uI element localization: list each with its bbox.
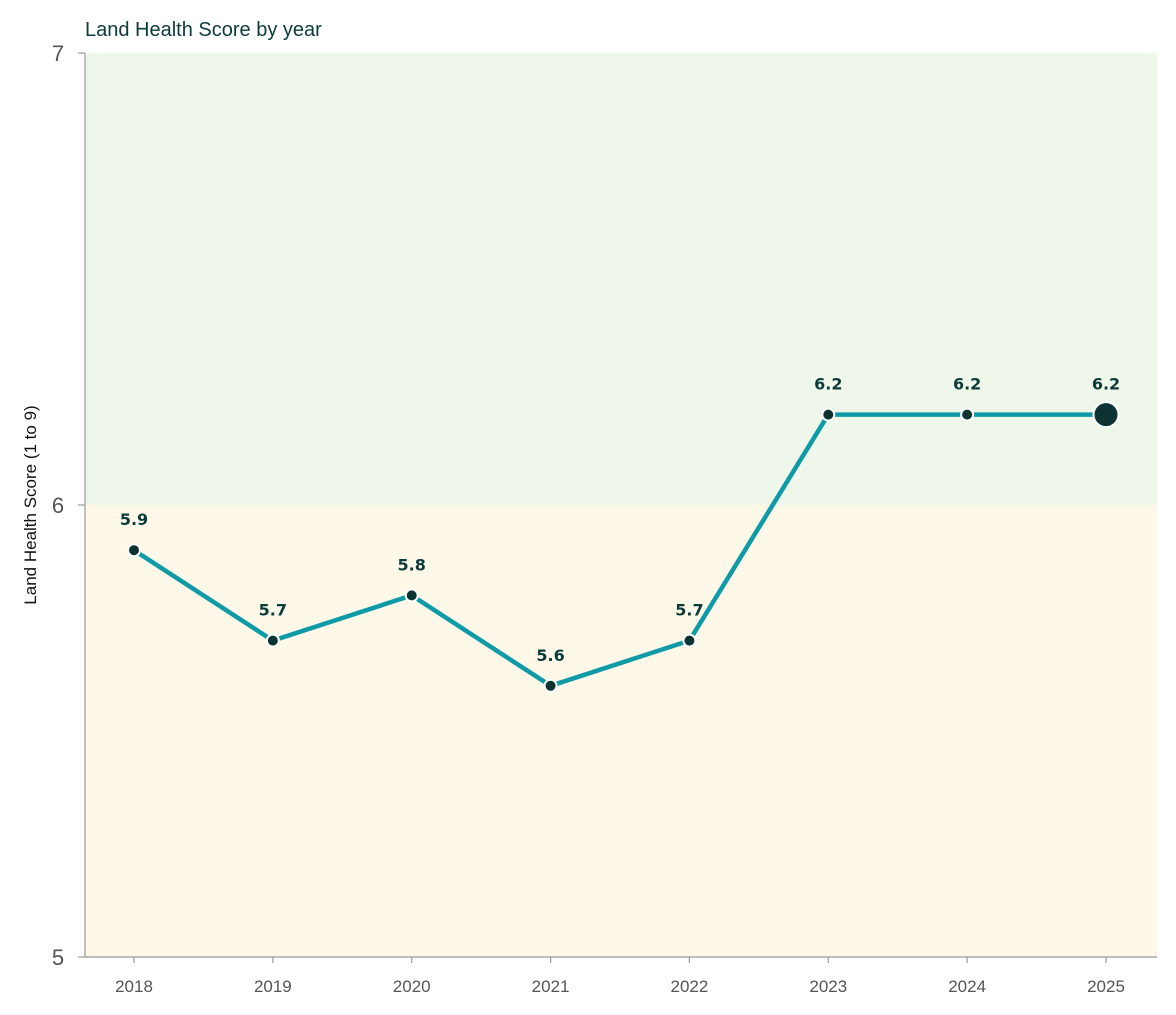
x-tick-labels: 2018 2019 2020 2021 2022 2023 2024 2025 bbox=[115, 977, 1125, 996]
data-label-2022: 5.7 bbox=[675, 601, 703, 620]
data-point-2021 bbox=[543, 678, 558, 693]
y-tick-labels: 5 6 7 bbox=[52, 41, 64, 970]
data-point-2019 bbox=[265, 633, 280, 648]
data-label-2024: 6.2 bbox=[953, 375, 981, 394]
x-tick-label-2023: 2023 bbox=[809, 977, 847, 996]
y-tick-label-6: 6 bbox=[52, 493, 64, 518]
axes bbox=[78, 52, 1157, 963]
data-point-2018 bbox=[127, 543, 141, 558]
y-axis-label: Land Health Score (1 to 9) bbox=[21, 405, 40, 604]
data-point-2025 bbox=[1092, 401, 1120, 429]
data-point-2023 bbox=[821, 407, 836, 422]
series-group bbox=[131, 412, 1109, 689]
x-tick-label-2025: 2025 bbox=[1087, 977, 1125, 996]
data-labels: 5.9 5.7 5.8 5.6 5.7 6.2 6.2 6.2 bbox=[120, 375, 1120, 665]
data-label-2023: 6.2 bbox=[814, 375, 842, 394]
y-tick-label-7: 7 bbox=[52, 41, 64, 66]
series-line bbox=[131, 412, 1109, 689]
band-1 bbox=[85, 53, 1157, 505]
x-tick-label-2022: 2022 bbox=[671, 977, 709, 996]
background-bands bbox=[85, 53, 1157, 957]
x-tick-label-2020: 2020 bbox=[393, 977, 431, 996]
chart-title: Land Health Score by year bbox=[85, 19, 322, 41]
data-points bbox=[127, 401, 1120, 693]
data-point-2022 bbox=[682, 633, 697, 648]
data-label-2020: 5.8 bbox=[398, 555, 426, 574]
data-label-2019: 5.7 bbox=[259, 601, 287, 620]
data-label-2018: 5.9 bbox=[120, 510, 148, 529]
data-point-2024 bbox=[960, 407, 975, 422]
x-tick-label-2021: 2021 bbox=[532, 977, 570, 996]
band-0 bbox=[85, 505, 1157, 957]
data-label-2025: 6.2 bbox=[1092, 375, 1120, 394]
x-tick-label-2019: 2019 bbox=[254, 977, 292, 996]
data-label-2021: 5.6 bbox=[536, 646, 564, 665]
x-tick-label-2024: 2024 bbox=[948, 977, 986, 996]
y-tick-label-5: 5 bbox=[52, 945, 64, 970]
data-point-2020 bbox=[404, 588, 419, 603]
x-tick-label-2018: 2018 bbox=[115, 977, 153, 996]
